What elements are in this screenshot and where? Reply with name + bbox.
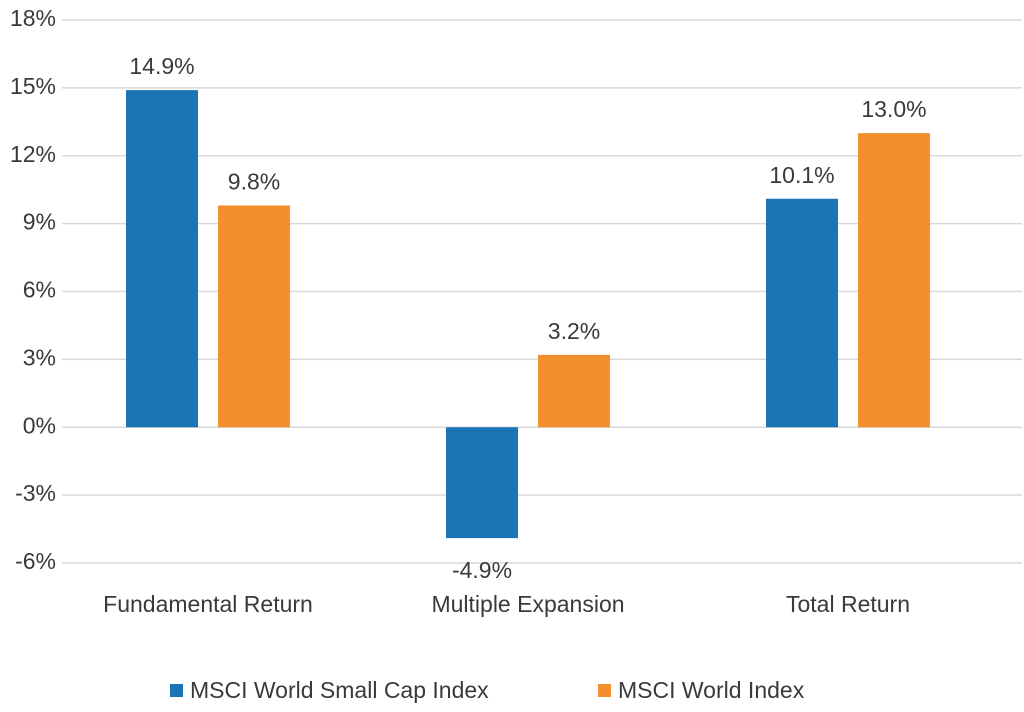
x-tick-label: Multiple Expansion bbox=[431, 591, 624, 617]
bar bbox=[446, 427, 518, 539]
y-tick-label: 18% bbox=[10, 5, 56, 31]
x-tick-label: Total Return bbox=[786, 591, 910, 617]
bar bbox=[538, 354, 610, 428]
y-tick-label: -3% bbox=[15, 480, 56, 506]
y-tick-label: 3% bbox=[23, 344, 56, 370]
bar bbox=[126, 90, 198, 428]
bar bbox=[218, 205, 290, 428]
value-label: 9.8% bbox=[228, 169, 280, 195]
value-label: 10.1% bbox=[769, 162, 834, 188]
legend-label: MSCI World Index bbox=[618, 677, 805, 703]
value-label: 3.2% bbox=[548, 318, 600, 344]
y-tick-label: 0% bbox=[23, 412, 56, 438]
value-label: 13.0% bbox=[861, 96, 926, 122]
y-tick-label: 6% bbox=[23, 277, 56, 303]
bar bbox=[766, 198, 838, 428]
legend-swatch bbox=[170, 684, 183, 697]
y-tick-label: 15% bbox=[10, 73, 56, 99]
legend-swatch bbox=[598, 684, 611, 697]
value-label: 14.9% bbox=[129, 53, 194, 79]
legend-label: MSCI World Small Cap Index bbox=[190, 677, 489, 703]
y-tick-label: -6% bbox=[15, 548, 56, 574]
value-label: -4.9% bbox=[452, 557, 512, 583]
y-tick-label: 12% bbox=[10, 141, 56, 167]
y-tick-label: 9% bbox=[23, 209, 56, 235]
x-tick-label: Fundamental Return bbox=[103, 591, 313, 617]
bar bbox=[858, 133, 930, 428]
